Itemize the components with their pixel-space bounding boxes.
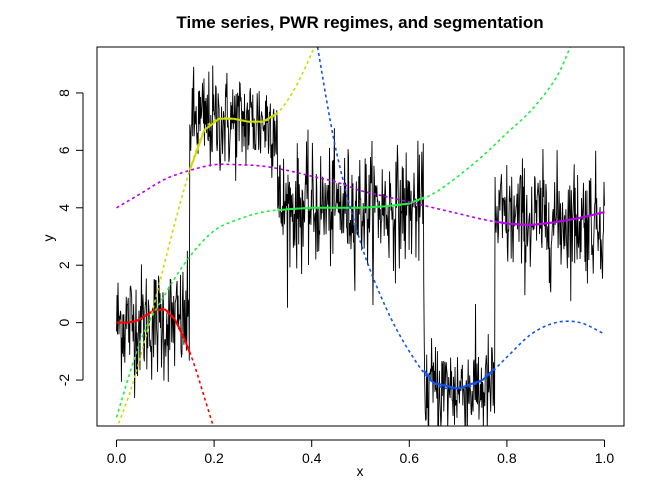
y-axis-label: y [40, 235, 56, 242]
regime-5-segment [494, 211, 605, 227]
plot-frame [96, 46, 625, 427]
regime-1-segment [116, 308, 191, 354]
x-tick-label: 0.8 [497, 450, 517, 466]
x-tick-label: 0.0 [107, 450, 127, 466]
x-tick-label: 0.2 [204, 450, 224, 466]
regime-4-segment [423, 367, 496, 390]
y-tick-label: 4 [56, 204, 72, 212]
x-tick-label: 0.4 [302, 450, 322, 466]
axes: 0.0 0.2 0.4 0.6 0.8 1.0 -2 0 2 4 6 8 [56, 89, 614, 466]
y-tick-label: 8 [56, 89, 72, 97]
time-series-line [116, 65, 605, 426]
y-tick-label: 6 [56, 146, 72, 154]
y-tick-label: 2 [56, 261, 72, 269]
x-tick-label: 1.0 [595, 450, 615, 466]
plot-area [115, 47, 605, 426]
x-axis-label: x [357, 463, 364, 479]
x-tick-label: 0.6 [400, 450, 420, 466]
chart-title: Time series, PWR regimes, and segmentati… [176, 13, 543, 32]
y-tick-label: -2 [56, 374, 72, 387]
y-tick-label: 0 [56, 319, 72, 327]
regime-4-curve [316, 47, 605, 390]
regime-2-segment [188, 112, 279, 171]
